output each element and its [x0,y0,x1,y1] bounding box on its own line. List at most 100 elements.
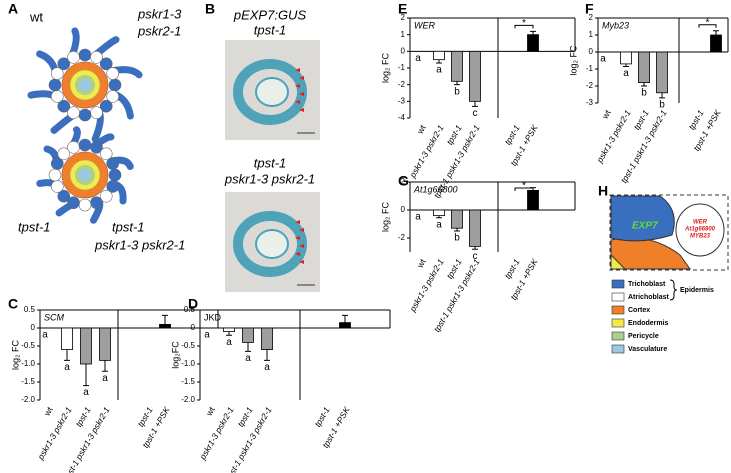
bar [527,34,539,52]
panel-a-label: wt [29,9,43,24]
bar [261,327,273,351]
y-tick-label: -0.5 [21,341,35,350]
bar [638,51,650,84]
significance-letter: a [226,337,232,348]
arrowhead [299,228,304,232]
significance-letter: c [473,108,478,119]
error-bar [436,59,442,64]
y-axis-label: log₂ FC [10,340,20,371]
y-tick-label: -3 [586,98,594,107]
stained-ring [233,211,307,277]
panel-a-label: pskr1-3 pskr2-1 [94,237,185,252]
y-axis-label: log₂ FC [380,53,390,84]
significance-letter: a [436,65,442,76]
atrichoblast [67,50,80,64]
bar [242,327,254,343]
chart-title: JKD [204,312,222,322]
panel-letter: A [8,1,18,17]
vasculature [79,79,91,91]
stele [255,229,289,259]
panel-letter: F [585,1,594,17]
legend-label: Atrichoblast [628,294,670,301]
atrichoblast [106,90,120,103]
y-axis-label: log₂ FC [568,45,578,76]
vasculature [79,169,91,181]
significance-bracket [514,187,534,191]
error-bar [659,92,665,99]
y-tick-label: 0 [31,323,36,332]
y-tick-label: 2 [589,13,594,22]
y-axis-label: log₂ FC [380,202,390,233]
bar [451,50,463,82]
bar [710,34,722,53]
trichoblast [99,57,113,71]
bar [469,50,481,102]
legend-swatch [611,305,625,315]
y-tick-label: -1.0 [21,359,35,368]
significance-letter: a [415,212,421,223]
legend-swatch [611,292,625,302]
legend-swatch [611,344,625,354]
atrichoblast [90,106,103,120]
significance-letter: b [659,100,665,111]
marker-label: WER [693,220,708,226]
trichoblast [57,189,71,203]
panel-letter: H [598,183,608,199]
significance-star: * [706,17,710,28]
y-tick-label: 0 [589,47,594,56]
y-tick-label: -1.5 [21,377,35,386]
y-tick-label: -2 [398,80,406,89]
atrichoblast [67,106,80,120]
error-bar [226,331,232,336]
y-tick-label: 0.5 [24,305,36,314]
y-tick-label: 1 [589,30,594,39]
arrowhead [299,260,304,264]
trichoblast [78,138,92,152]
legend-bracket-label: Epidermis [680,287,714,294]
y-axis-label: log₂FC [170,341,180,369]
significance-letter: a [415,53,421,64]
y-tick-label: -1 [586,64,594,73]
significance-letter: b [641,88,647,99]
error-bar [245,342,251,352]
error-bar [264,349,270,361]
trichoblast [90,196,103,210]
atrichoblast [50,67,64,80]
y-tick-label: -2.0 [181,395,195,404]
legend-label: Pericycle [628,333,659,340]
error-bar [162,314,168,325]
trichoblast [99,99,113,113]
panel-b-label: tpst-1 [254,22,287,37]
error-bar [83,364,89,387]
legend-swatch [611,318,625,328]
y-tick-label: 0.5 [184,305,196,314]
panel-letter: C [8,296,18,312]
bar [80,327,92,365]
legend-label: Vasculature [628,346,667,353]
panel-b-label: pskr1-3 pskr2-1 [224,171,315,186]
panel-letter: D [188,296,198,312]
atrichoblast [57,147,71,161]
y-tick-label: -3 [398,96,406,105]
y-tick-label: -1.5 [181,377,195,386]
bar [433,50,445,61]
legend-label: Endodermis [628,320,669,327]
bar [159,323,171,329]
atrichoblast [50,90,64,103]
significance-letter: a [83,387,89,398]
marker-label: At1g66800 [684,227,716,233]
y-tick-label: 0 [401,205,406,214]
atrichoblast-cell [675,203,725,257]
trichoblast [106,157,120,170]
atrichoblast [99,189,113,203]
error-bar [472,101,478,107]
trichoblast-cell [610,195,675,242]
stele [255,77,289,107]
chart-title: WER [414,20,435,30]
significance-letter: a [102,373,108,384]
panel-b-label: tpst-1 [254,155,287,170]
y-tick-label: -1.0 [181,359,195,368]
arrowhead [299,244,304,248]
trichoblast [48,78,62,92]
panel-letter: E [398,1,407,17]
